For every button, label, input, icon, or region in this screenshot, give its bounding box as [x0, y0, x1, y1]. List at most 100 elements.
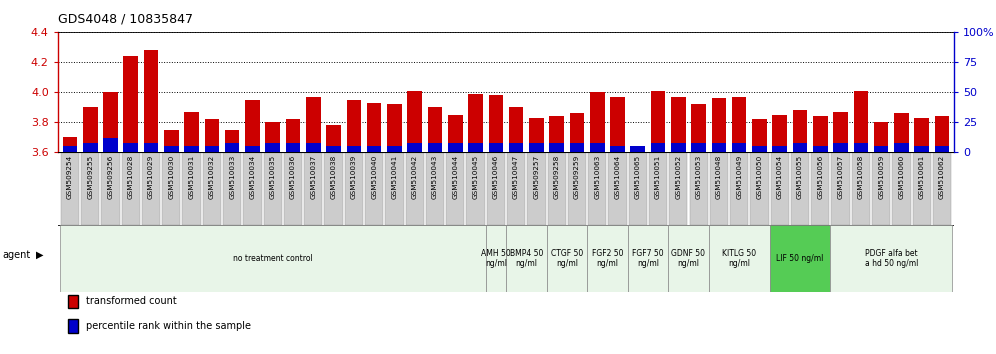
Bar: [245, 146, 260, 152]
Text: GSM510064: GSM510064: [615, 154, 621, 199]
Bar: [791, 152, 809, 225]
Bar: [793, 110, 808, 152]
Bar: [347, 146, 362, 152]
Bar: [365, 152, 383, 225]
Bar: [426, 152, 444, 225]
Bar: [590, 92, 605, 152]
Bar: [407, 143, 422, 152]
Text: GSM510039: GSM510039: [351, 154, 357, 199]
Bar: [628, 152, 647, 225]
Bar: [834, 143, 848, 152]
Bar: [327, 146, 341, 152]
Bar: [286, 143, 301, 152]
Bar: [934, 146, 949, 152]
Bar: [387, 104, 401, 152]
Bar: [752, 119, 767, 152]
Text: GSM510055: GSM510055: [797, 154, 803, 199]
Bar: [124, 56, 138, 152]
Bar: [143, 143, 158, 152]
Bar: [671, 97, 685, 152]
Bar: [529, 118, 544, 152]
Bar: [327, 125, 341, 152]
Bar: [793, 143, 808, 152]
Bar: [427, 143, 442, 152]
Text: GSM510061: GSM510061: [918, 154, 924, 199]
Bar: [588, 152, 607, 225]
Bar: [873, 146, 888, 152]
Bar: [813, 146, 828, 152]
Bar: [486, 225, 506, 292]
Text: GSM510030: GSM510030: [168, 154, 174, 199]
Text: GSM510028: GSM510028: [127, 154, 133, 199]
Bar: [730, 152, 748, 225]
Text: GSM509259: GSM509259: [574, 154, 580, 199]
Bar: [507, 152, 525, 225]
Bar: [468, 143, 483, 152]
Bar: [466, 152, 485, 225]
Bar: [367, 103, 381, 152]
Bar: [630, 149, 645, 152]
Bar: [164, 130, 178, 152]
Bar: [732, 97, 746, 152]
Bar: [854, 91, 869, 152]
Text: GSM510034: GSM510034: [249, 154, 255, 199]
Bar: [61, 152, 79, 225]
Bar: [203, 152, 221, 225]
Bar: [894, 143, 908, 152]
Text: GSM510043: GSM510043: [432, 154, 438, 199]
Text: GSM509257: GSM509257: [534, 154, 540, 199]
Bar: [831, 225, 952, 292]
Text: GSM510038: GSM510038: [331, 154, 337, 199]
Bar: [104, 138, 118, 152]
Text: GSM510050: GSM510050: [757, 154, 763, 199]
Bar: [773, 115, 787, 152]
Text: GSM510060: GSM510060: [898, 154, 904, 199]
Text: GSM510044: GSM510044: [452, 154, 458, 199]
Bar: [184, 146, 199, 152]
Bar: [568, 152, 586, 225]
Bar: [852, 152, 870, 225]
Bar: [668, 225, 709, 292]
Text: GDS4048 / 10835847: GDS4048 / 10835847: [58, 12, 193, 25]
Text: KITLG 50
ng/ml: KITLG 50 ng/ml: [722, 249, 756, 268]
Text: GSM510042: GSM510042: [411, 154, 417, 199]
Bar: [529, 143, 544, 152]
Text: GSM510031: GSM510031: [188, 154, 194, 199]
Bar: [304, 152, 323, 225]
Bar: [122, 152, 139, 225]
Text: LIF 50 ng/ml: LIF 50 ng/ml: [776, 254, 824, 263]
Text: GSM510035: GSM510035: [270, 154, 276, 199]
Bar: [245, 99, 260, 152]
Bar: [691, 104, 706, 152]
Bar: [527, 152, 546, 225]
Text: GSM510057: GSM510057: [838, 154, 844, 199]
Text: GSM510058: GSM510058: [858, 154, 864, 199]
Bar: [611, 146, 624, 152]
Text: agent: agent: [2, 250, 30, 260]
Text: AMH 50
ng/ml: AMH 50 ng/ml: [481, 249, 511, 268]
Text: GSM510052: GSM510052: [675, 154, 681, 199]
Bar: [164, 146, 178, 152]
Bar: [587, 225, 627, 292]
Text: GSM510053: GSM510053: [695, 154, 701, 199]
Bar: [60, 225, 486, 292]
Bar: [813, 116, 828, 152]
Text: GSM510056: GSM510056: [818, 154, 824, 199]
Bar: [487, 152, 505, 225]
Bar: [225, 130, 239, 152]
Text: GSM510041: GSM510041: [391, 154, 397, 199]
Text: GSM509256: GSM509256: [108, 154, 114, 199]
Text: GSM509258: GSM509258: [554, 154, 560, 199]
Bar: [182, 152, 201, 225]
Bar: [184, 112, 199, 152]
Bar: [650, 91, 665, 152]
Bar: [609, 152, 626, 225]
Bar: [264, 152, 282, 225]
Bar: [590, 143, 605, 152]
Bar: [266, 122, 280, 152]
Bar: [689, 152, 708, 225]
Bar: [63, 137, 78, 152]
Bar: [691, 143, 706, 152]
Text: GSM509254: GSM509254: [67, 154, 73, 199]
Bar: [286, 119, 301, 152]
